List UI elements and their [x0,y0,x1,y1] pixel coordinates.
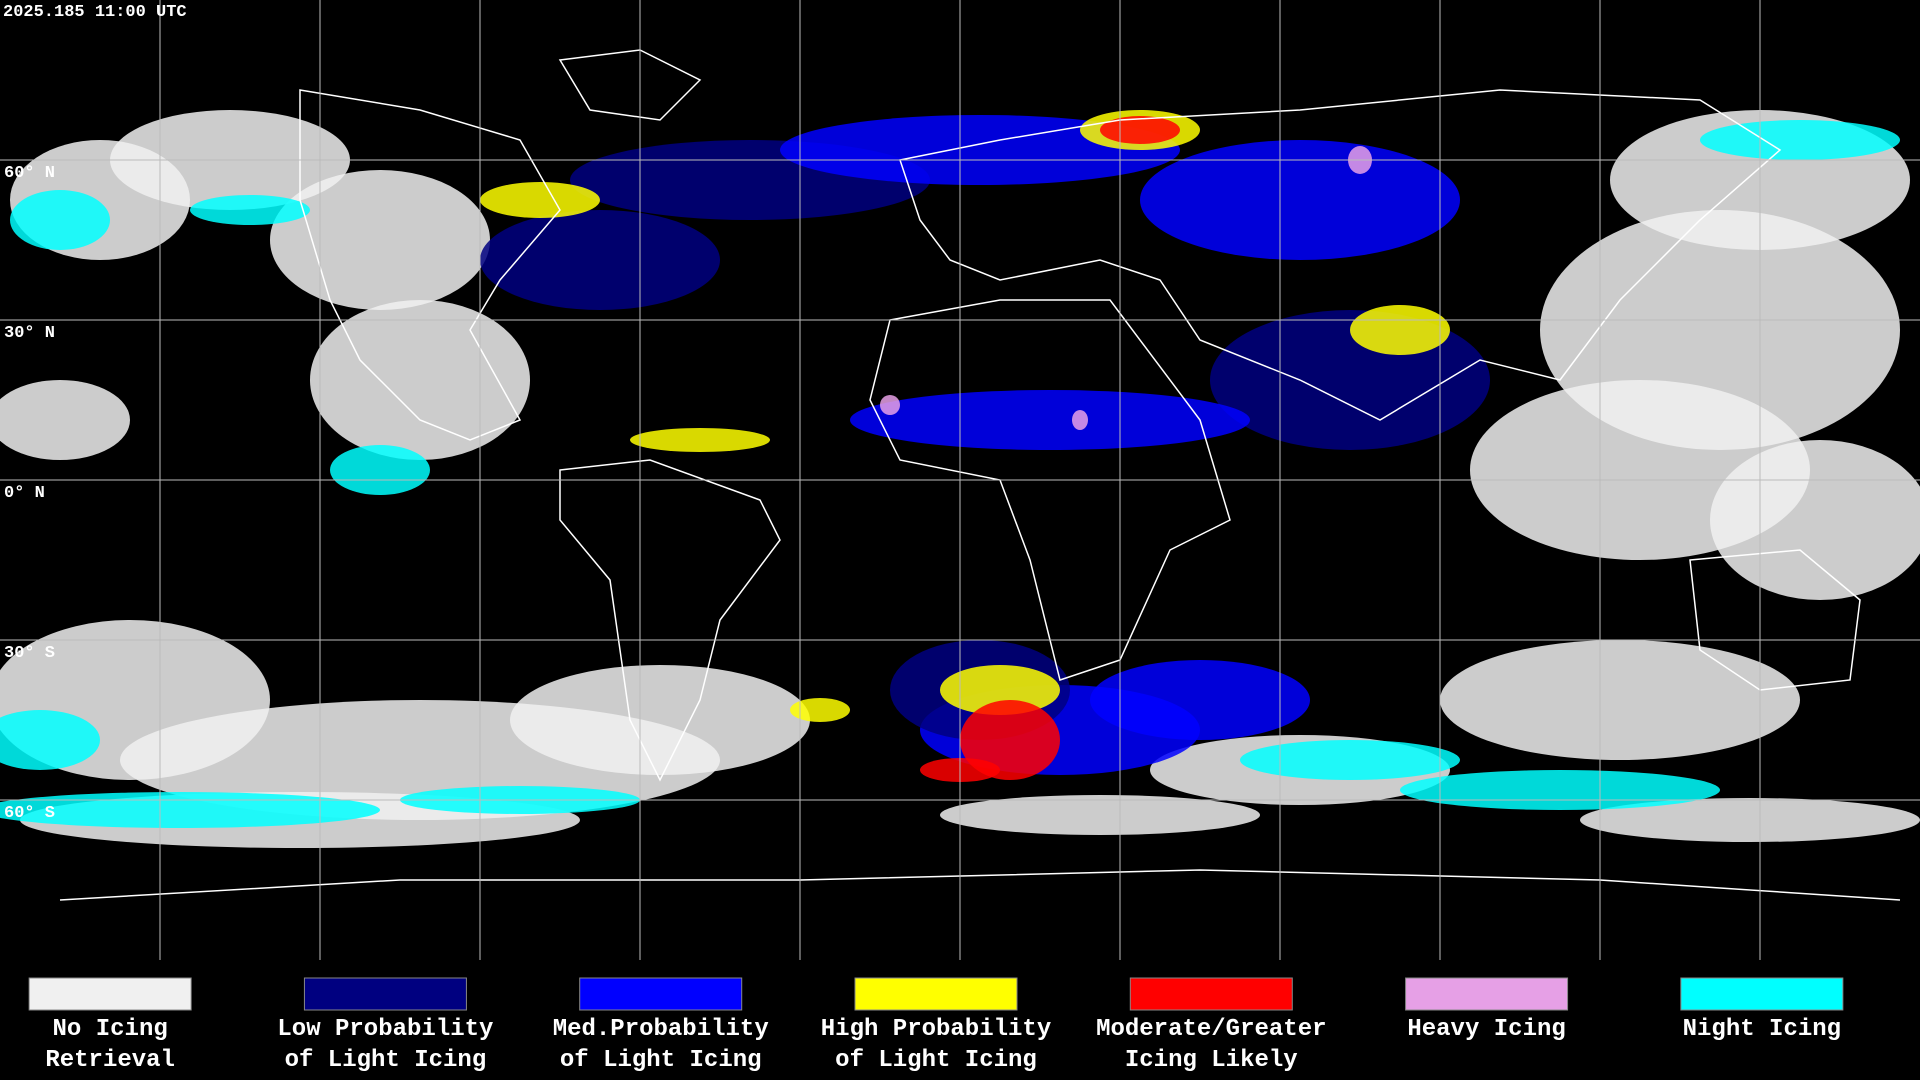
cloud-field [940,665,1060,715]
cloud-field [480,210,720,310]
legend-label: Night Icing [1683,1016,1841,1043]
legend-label: Med.Probability [553,1016,769,1043]
coastline [299,89,561,441]
coastline [558,49,702,121]
cloud-field [1072,410,1088,430]
legend-label: Heavy Icing [1407,1016,1565,1043]
coastline [899,89,1782,421]
legend-label: of Light Icing [285,1047,487,1074]
cloud-field [1100,116,1180,144]
cloud-field [780,115,1180,185]
legend-swatch [1405,977,1569,1011]
cloud-field [790,698,850,722]
cloud-field [1090,660,1310,740]
cloud-field [0,792,380,828]
legend-swatch [579,977,743,1011]
legend-swatch [303,977,467,1011]
coastline [1689,549,1861,691]
latitude-label: 30° S [4,644,55,663]
legend-label: Low Probability [277,1016,493,1043]
cloud-field [1710,440,1920,600]
legend-label: Retrieval [45,1047,175,1074]
cloud-field [960,700,1060,780]
coastline [559,459,781,782]
cloud-field [190,195,310,225]
cloud-field [1580,798,1920,842]
legend: No Icing Retrieval Low Probability of Light… [28,977,1844,1074]
legend-label: of Light Icing [560,1047,762,1074]
cloud-field [1400,770,1720,810]
cloud-field [1700,120,1900,160]
latitude-label: 30° N [4,324,55,343]
cloud-field [1240,740,1460,780]
cloud-field [940,795,1260,835]
cloud-field [510,665,810,775]
legend-swatch [28,977,192,1011]
cloud-field [1140,140,1460,260]
cloud-field [850,390,1250,450]
cloud-field [0,380,130,460]
latitude-label: 60° N [4,164,55,183]
cloud-field [10,190,110,250]
legend-label: No Icing [53,1016,168,1043]
cloud-field [330,445,430,495]
cloud-field [630,428,770,452]
legend-swatch [1680,977,1844,1011]
legend-label: of Light Icing [835,1047,1037,1074]
cloud-field [480,182,600,218]
cloud-field [880,395,900,415]
latitude-label: 60° S [4,804,55,823]
legend-label: Icing Likely [1125,1047,1298,1074]
timestamp: 2025.185 11:00 UTC [3,3,187,22]
legend-swatch [854,977,1018,1011]
coastline [59,869,1901,901]
latitude-labels: 60° N 30° N 0° N 30° S 60° S [4,164,55,823]
legend-label: High Probability [821,1016,1051,1043]
legend-swatch [1129,977,1293,1011]
cloud-field [1350,305,1450,355]
cloud-field [270,170,490,310]
latitude-label: 0° N [4,484,45,503]
cloud-field [1440,640,1800,760]
cloud-field [0,710,100,770]
legend-label: Moderate/Greater [1096,1016,1326,1043]
